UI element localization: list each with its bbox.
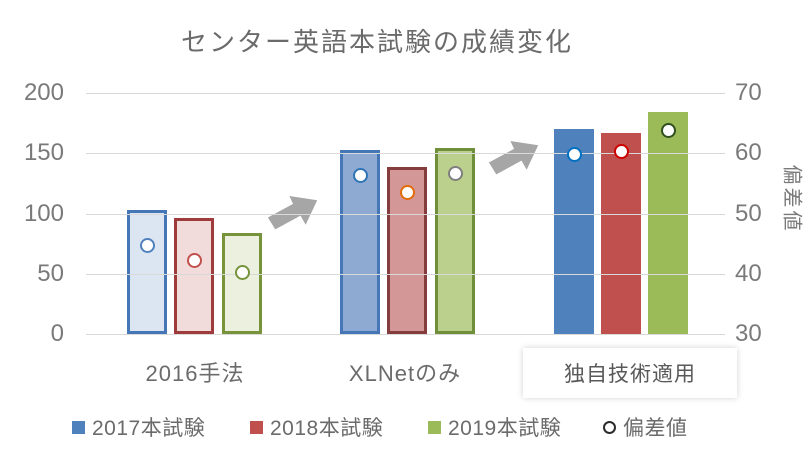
legend-swatch-2019-icon [428, 420, 441, 434]
gridline-50 [86, 273, 725, 275]
hensachi-dot-XLNetのみ-2018本試験 [400, 185, 416, 201]
category-label-highlight-box: 独自技術適用 [523, 348, 737, 398]
category-label-2016: 2016手法 [145, 361, 245, 386]
legend-label-2017: 2017本試験 [92, 417, 206, 440]
gridline-100 [86, 213, 725, 215]
arrow-right-icon-2 [488, 140, 539, 175]
bar-2018本試験-2016手法 [174, 218, 214, 334]
legend-marker-hensachi-icon [603, 420, 616, 434]
hensachi-dot-XLNetのみ-2019本試験 [448, 165, 464, 181]
gridline-200 [86, 93, 725, 94]
hensachi-dot-2016手法-2019本試験 [235, 265, 251, 281]
legend-label-hensachi: 偏差値 [623, 417, 688, 440]
chart-legend: 2017本試験 2018本試験 2019本試験 偏差値 [0, 412, 807, 442]
plot-area [86, 93, 725, 335]
arrow-right-icon-1 [267, 195, 318, 230]
hensachi-dot-2016手法-2017本試験 [140, 238, 156, 254]
category-label-xlnet: XLNetのみ [348, 361, 462, 386]
legend-swatch-2018-icon [250, 420, 263, 434]
left-axis-tick-50: 50 [37, 259, 64, 287]
bar-2017本試験-独自技術適用 [554, 129, 594, 334]
chart-title: センター英語本試験の成績変化 [180, 27, 574, 57]
legend-item-2019: 2019本試験 [428, 412, 561, 442]
legend-label-2019: 2019本試験 [448, 417, 562, 440]
left-axis-tick-labels: 0 50 100 150 200 [0, 79, 64, 347]
right-axis-tick-70: 70 [735, 79, 762, 106]
legend-label-2018: 2018本試験 [270, 417, 384, 440]
bar-2017本試験-2016手法 [127, 209, 167, 334]
right-axis-tick-40: 40 [735, 259, 762, 287]
hensachi-dot-2016手法-2018本試験 [187, 252, 203, 268]
bar-2019本試験-独自技術適用 [648, 112, 688, 334]
left-axis-tick-150: 150 [23, 139, 64, 167]
hensachi-dot-独自技術適用-2017本試験 [567, 147, 583, 163]
right-axis-tick-30: 30 [735, 320, 762, 347]
bar-2019本試験-2016手法 [222, 232, 262, 334]
hensachi-dot-XLNetのみ-2017本試験 [353, 168, 369, 184]
category-label-proprietary: 独自技術適用 [564, 363, 696, 386]
right-axis-tick-labels: 30 40 50 60 70 [735, 79, 795, 347]
hensachi-dot-独自技術適用-2019本試験 [661, 123, 677, 138]
left-axis-tick-200: 200 [23, 79, 64, 106]
legend-item-2018: 2018本試験 [250, 412, 383, 442]
hensachi-dot-独自技術適用-2018本試験 [614, 144, 630, 160]
right-axis-tick-50: 50 [735, 199, 762, 227]
left-axis-tick-100: 100 [23, 199, 64, 227]
legend-item-2017: 2017本試験 [72, 412, 205, 442]
bar-2018本試験-独自技術適用 [601, 132, 641, 334]
legend-item-hensachi: 偏差値 [603, 412, 688, 442]
left-axis-tick-0: 0 [50, 320, 64, 347]
legend-swatch-2017-icon [72, 420, 85, 434]
right-axis-tick-60: 60 [735, 139, 762, 167]
gridline-0 [86, 334, 725, 335]
gridline-150 [86, 153, 725, 155]
